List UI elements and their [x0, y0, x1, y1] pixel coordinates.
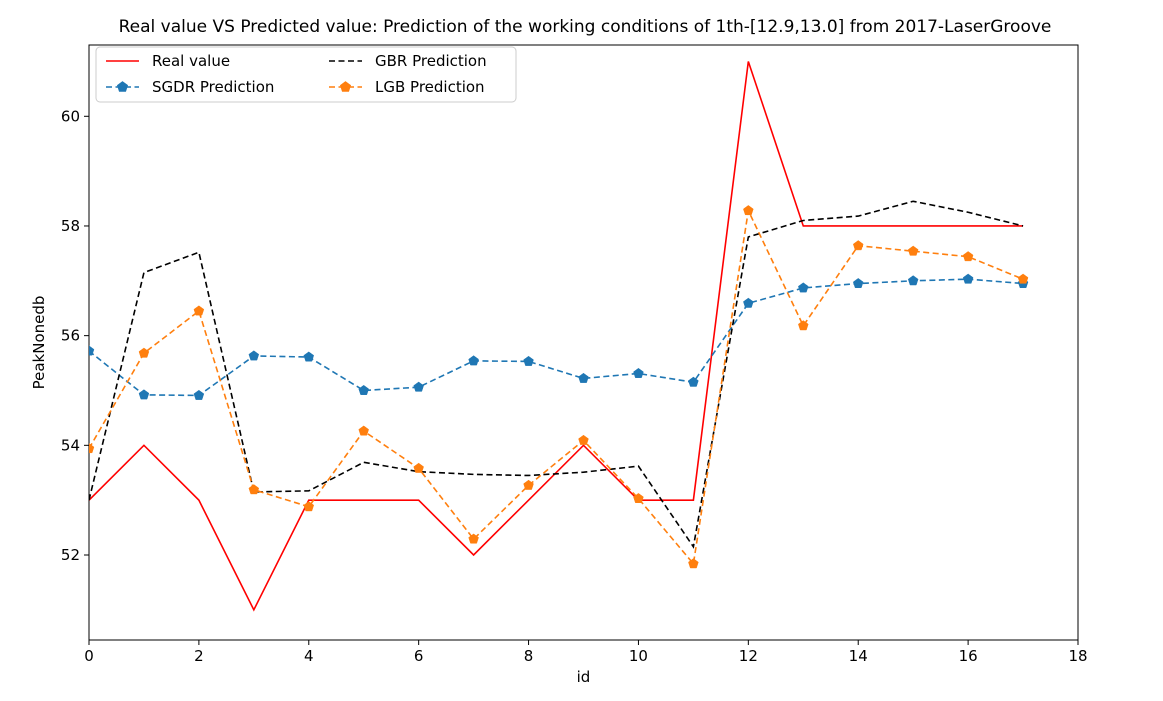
data-point	[907, 275, 919, 286]
data-point	[633, 493, 644, 503]
legend-label: GBR Prediction	[375, 52, 487, 70]
series-gbr-prediction	[89, 200, 1024, 549]
data-point	[962, 251, 974, 262]
data-point	[633, 367, 644, 378]
data-point	[468, 355, 479, 366]
legend: Real value SGDR Prediction GBR Prediction L…	[95, 46, 517, 103]
data-point	[798, 282, 809, 293]
data-point	[523, 479, 534, 490]
legend-marker	[116, 81, 129, 92]
x-tick-label: 10	[629, 647, 648, 665]
legend-label: SGDR Prediction	[152, 78, 274, 96]
data-point	[852, 278, 864, 289]
series-lgb-prediction	[89, 205, 1029, 569]
data-point	[468, 533, 479, 544]
legend-box	[95, 46, 517, 103]
legend-label: LGB Prediction	[375, 78, 485, 96]
data-point	[248, 484, 260, 495]
data-point	[1017, 273, 1029, 284]
x-tick-label: 0	[84, 647, 94, 665]
data-point	[358, 384, 369, 395]
data-point	[413, 462, 424, 473]
x-tick-label: 2	[194, 647, 204, 665]
data-point	[89, 345, 95, 356]
legend-label: Real value	[152, 52, 230, 70]
plot-area	[88, 44, 1079, 641]
x-tick-label: 12	[739, 647, 758, 665]
y-tick-label: 52	[61, 546, 80, 564]
x-tick-label: 4	[304, 647, 314, 665]
series-line-sgdr-prediction	[89, 278, 1024, 397]
y-tick-label: 60	[61, 107, 80, 125]
chart-title: Real value VS Predicted value: Predictio…	[119, 17, 1052, 37]
data-point	[193, 305, 205, 316]
data-point	[852, 240, 864, 251]
data-point	[688, 376, 699, 387]
x-tick-label: 18	[1068, 647, 1087, 665]
data-point	[578, 434, 589, 445]
data-point	[907, 245, 919, 256]
data-point	[138, 389, 150, 400]
data-point	[743, 205, 754, 216]
x-axis-label: id	[577, 668, 591, 686]
y-axis-label: PeakNonedb	[30, 296, 48, 390]
data-point	[193, 389, 205, 400]
data-point	[962, 273, 974, 284]
data-point	[358, 425, 369, 436]
y-tick-label: 56	[61, 327, 80, 345]
data-point	[303, 501, 315, 512]
data-point	[743, 297, 754, 308]
x-tick-label: 6	[414, 647, 424, 665]
x-tick-label: 8	[524, 647, 534, 665]
series-line-lgb-prediction	[89, 207, 1024, 566]
data-point	[688, 558, 699, 569]
series-sgdr-prediction	[89, 273, 1029, 400]
data-point	[303, 351, 315, 362]
x-tick-label: 14	[849, 647, 868, 665]
series-line-gbr-prediction	[89, 200, 1024, 549]
y-tick-label: 54	[61, 436, 80, 454]
y-tick-label: 58	[61, 217, 80, 235]
x-tick-label: 16	[959, 647, 978, 665]
legend-marker	[339, 81, 352, 92]
series-real-value	[89, 61, 1024, 612]
series-line-real-value	[89, 61, 1024, 612]
data-point	[89, 443, 95, 454]
data-point	[248, 350, 260, 361]
data-point	[578, 372, 589, 383]
data-point	[523, 355, 534, 366]
data-point	[413, 381, 424, 392]
data-point	[798, 320, 809, 331]
data-point	[138, 347, 150, 358]
